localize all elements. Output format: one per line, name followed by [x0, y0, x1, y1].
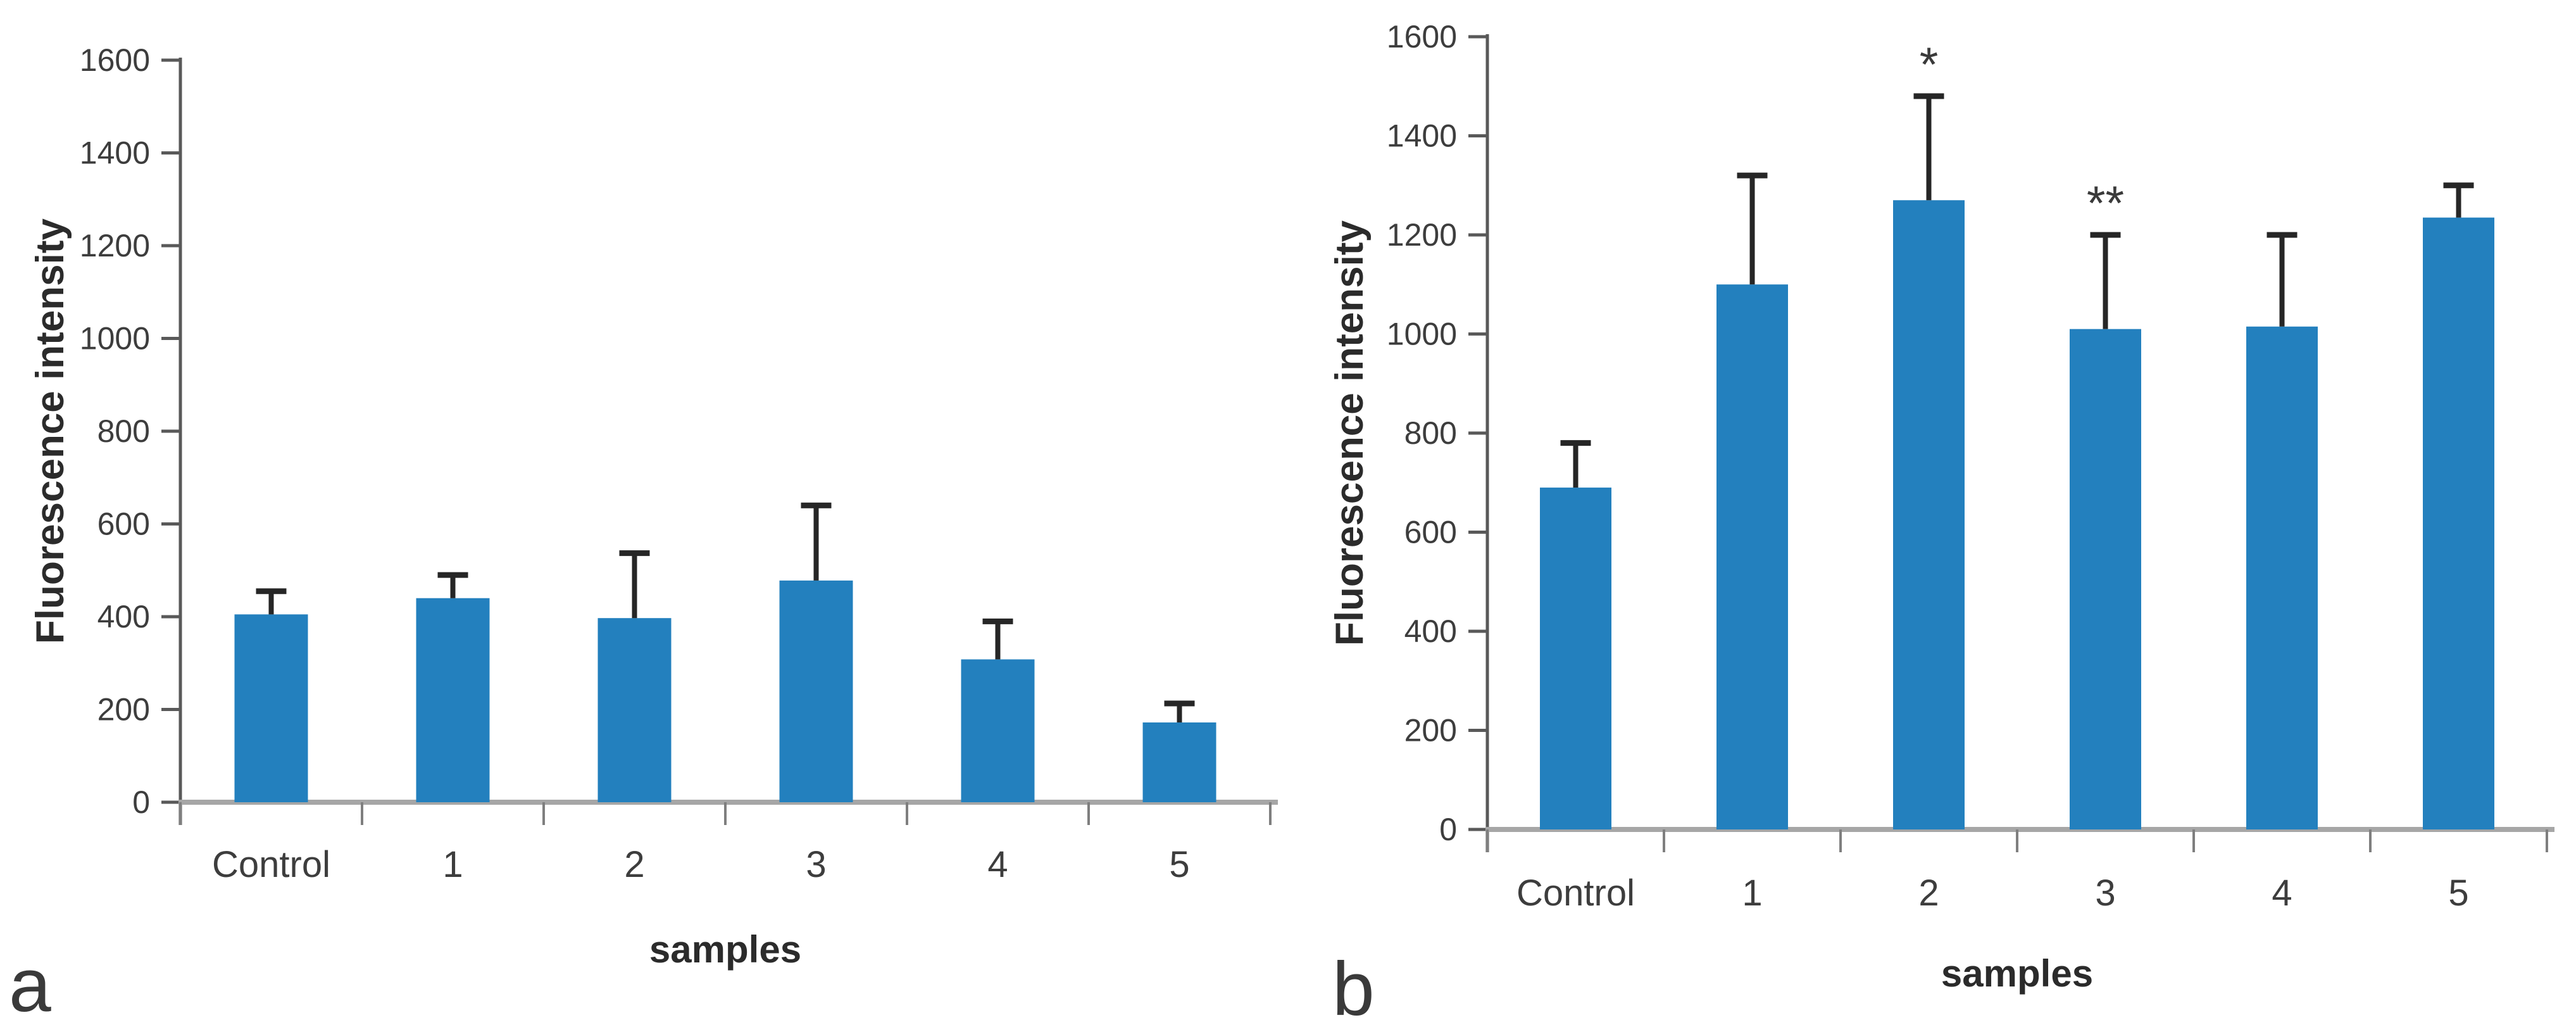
- y-tick-label: 400: [1404, 614, 1457, 649]
- y-tick-label: 1200: [80, 228, 150, 263]
- y-tick-label: 1600: [80, 42, 150, 78]
- significance-annotation: **: [2087, 177, 2124, 230]
- y-tick-label: 0: [1439, 812, 1457, 847]
- y-tick-label: 600: [1404, 515, 1457, 550]
- significance-annotation: *: [1920, 38, 1939, 92]
- y-axis-title: Fluorescence intensity: [1328, 220, 1372, 646]
- x-category-label: Control: [212, 844, 330, 885]
- x-category-label: 3: [806, 844, 826, 885]
- y-tick-label: 1400: [80, 135, 150, 171]
- y-tick-label: 1400: [1387, 118, 1457, 154]
- panel-letter-b: b: [1332, 947, 1375, 1027]
- bar: [779, 580, 853, 802]
- bar: [1540, 488, 1611, 829]
- x-category-label: 2: [1918, 873, 1939, 914]
- y-axis-title: Fluorescence intensity: [28, 218, 72, 644]
- x-category-label: 4: [2272, 873, 2292, 914]
- bar: [2423, 217, 2494, 829]
- panel-b: 0 200 400 600 800 1000 1200 1400 1600 Control 1 * 2 *…: [1288, 0, 2576, 1027]
- y-tick-label: 800: [97, 413, 150, 449]
- bar: [2070, 329, 2141, 829]
- x-category-label: 1: [1742, 873, 1762, 914]
- y-tick-label: 1200: [1387, 217, 1457, 253]
- x-category-label: 2: [624, 844, 644, 885]
- x-category-label: 1: [442, 844, 463, 885]
- y-tick-label: 1600: [1387, 19, 1457, 54]
- y-tick-label: 0: [132, 784, 150, 820]
- bar: [2246, 326, 2318, 829]
- x-category-label: 4: [987, 844, 1008, 885]
- y-tick-label: 400: [97, 599, 150, 634]
- panel-a: 0 200 400 600 800 1000 1200 1400 1600 Control 1 2 3 4…: [9, 42, 1278, 1027]
- y-tick-label: 600: [97, 507, 150, 542]
- panel-letter-a: a: [9, 943, 51, 1027]
- y-tick-label: 200: [1404, 713, 1457, 748]
- x-category-label: 3: [2095, 873, 2115, 914]
- y-tick-label: 1000: [1387, 317, 1457, 352]
- y-tick-label: 800: [1404, 415, 1457, 451]
- bar: [961, 659, 1035, 802]
- bar: [1893, 200, 1965, 830]
- bar: [416, 598, 490, 802]
- bar-chart-a: 0 200 400 600 800 1000 1200 1400 1600 Control 1 2 3 4…: [28, 42, 1278, 971]
- bar: [1142, 722, 1216, 802]
- x-category-label: 5: [2448, 873, 2468, 914]
- bar: [597, 618, 672, 802]
- x-axis-title: samples: [1941, 952, 2093, 995]
- x-category-label: Control: [1516, 873, 1635, 914]
- x-axis-title: samples: [649, 928, 801, 971]
- y-tick-label: 1000: [80, 321, 150, 356]
- y-tick-label: 200: [97, 692, 150, 728]
- bar: [1716, 284, 1788, 829]
- x-category-label: 5: [1169, 844, 1189, 885]
- bar: [234, 614, 308, 802]
- bar-chart-b: 0 200 400 600 800 1000 1200 1400 1600 Control 1 * 2 *…: [1328, 19, 2554, 995]
